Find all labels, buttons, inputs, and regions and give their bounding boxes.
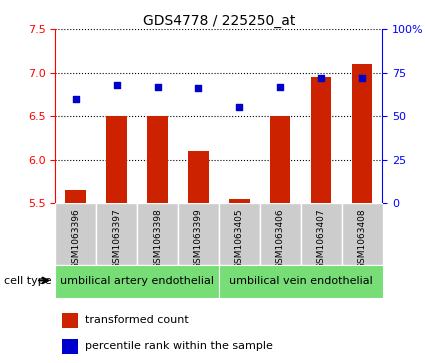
Bar [62,313,78,328]
Text: GSM1063398: GSM1063398 [153,208,162,269]
Bar [178,203,219,265]
Bar [342,203,383,265]
Text: GSM1063408: GSM1063408 [357,208,366,269]
Text: GSM1063406: GSM1063406 [276,208,285,269]
Bar [219,203,260,265]
Bar [352,64,372,203]
Point [277,83,283,89]
Bar [55,265,219,298]
Text: umbilical artery endothelial: umbilical artery endothelial [60,276,214,286]
Bar [137,203,178,265]
Bar [219,265,382,298]
Point [195,85,202,91]
Point [113,82,120,88]
Text: umbilical vein endothelial: umbilical vein endothelial [229,276,373,286]
Bar [55,203,96,265]
Bar [260,203,300,265]
Text: GSM1063396: GSM1063396 [71,208,80,269]
Point [154,83,161,89]
Bar [147,116,168,203]
Title: GDS4778 / 225250_at: GDS4778 / 225250_at [143,14,295,28]
Text: GSM1063407: GSM1063407 [317,208,326,269]
Text: percentile rank within the sample: percentile rank within the sample [85,341,272,351]
Text: cell type: cell type [4,276,52,286]
Point [359,75,366,81]
Bar [106,116,127,203]
Point [318,75,325,81]
Text: transformed count: transformed count [85,315,188,325]
Text: GSM1063397: GSM1063397 [112,208,121,269]
Text: GSM1063399: GSM1063399 [194,208,203,269]
Bar [188,151,209,203]
Bar [311,77,332,203]
Bar [229,199,249,203]
Point [236,105,243,110]
Point [72,96,79,102]
Text: GSM1063405: GSM1063405 [235,208,244,269]
Bar [96,203,137,265]
Bar [65,190,86,203]
Bar [270,116,290,203]
Bar [62,339,78,354]
Bar [300,203,342,265]
